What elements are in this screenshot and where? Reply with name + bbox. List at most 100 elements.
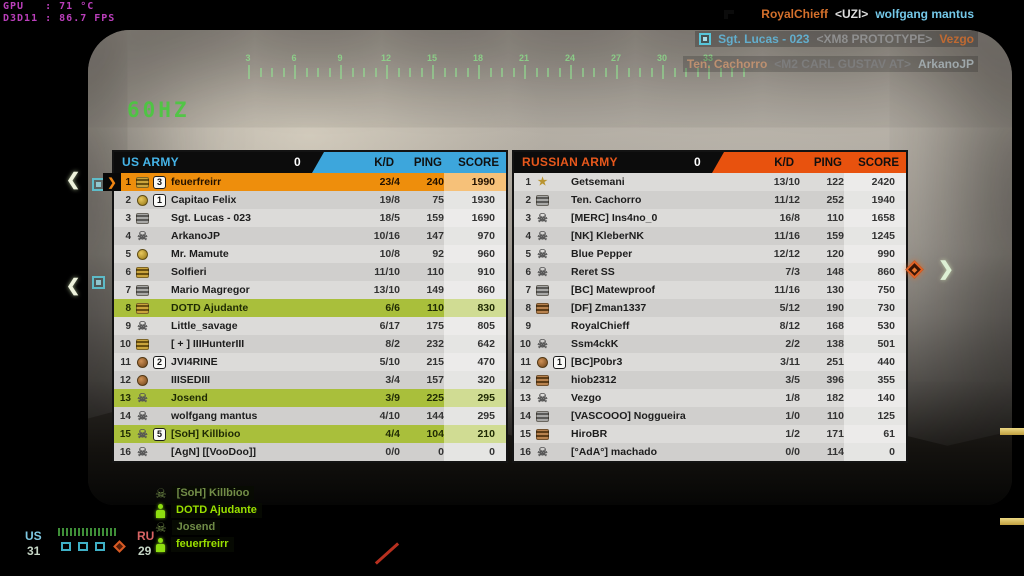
us-flag-count: 0 [294, 155, 301, 169]
player-status-icon: ☠ [534, 392, 551, 404]
player-ping: 171 [826, 428, 844, 440]
hit-indicator-slash [374, 542, 400, 565]
player-name: [DF] Zman1337 [571, 302, 647, 314]
dead-skull-icon: ☠ [537, 229, 548, 243]
player-row: 11 1 [BC]P0br3 3/11 251 440 [514, 353, 906, 371]
player-ping: 110 [427, 302, 444, 314]
squad-number-badge: 1 [551, 355, 568, 369]
dead-skull-icon: ☠ [137, 391, 148, 405]
player-status-icon: ☠ [534, 230, 551, 242]
player-row: 1 ★ Getsemani 13/10 122 2420 [514, 173, 906, 191]
player-ping: 251 [826, 356, 844, 368]
squad-number-badge: 2 [151, 355, 168, 369]
player-score: 970 [444, 227, 506, 245]
player-rank: 5 [525, 248, 531, 260]
fps-line: D3D11 : 86.7 FPS [3, 13, 116, 24]
rank-insignia-icon [136, 266, 149, 278]
compass-bearing-label: 24 [564, 53, 576, 63]
player-status-icon [134, 338, 151, 350]
compass-tick-group: 6 [291, 53, 340, 85]
player-ping: 138 [826, 338, 844, 350]
player-row: 10 ☠ Ssm4ckK 2/2 138 501 [514, 335, 906, 353]
soldier-icon [155, 503, 166, 518]
player-status-icon: ☠ [534, 212, 551, 224]
compass-tick-group: 3 [245, 53, 294, 85]
player-name: IIISEDIII [171, 374, 211, 386]
weapon-name: <M2 CARL GUSTAV AT> [774, 57, 911, 71]
player-score: 61 [844, 425, 906, 443]
flag-status-row [61, 540, 126, 553]
player-kd: 3/11 [780, 356, 800, 368]
player-score: 355 [844, 371, 906, 389]
player-kd: 18/5 [379, 212, 400, 224]
player-ping: 215 [426, 356, 444, 368]
scroll-left-chevron-icon[interactable]: ❮ [66, 170, 81, 189]
player-rank: 4 [125, 230, 131, 242]
player-rank: 12 [119, 374, 131, 386]
player-status-icon [534, 374, 551, 386]
player-ping: 144 [426, 410, 444, 422]
player-kd: 12/12 [773, 248, 800, 260]
player-name: [NK] KleberNK [571, 230, 644, 242]
scroll-left-chevron-icon[interactable]: ❮ [66, 276, 81, 295]
player-score: 530 [844, 317, 906, 335]
player-name: wolfgang mantus [171, 410, 258, 422]
compass-bearing-label: 6 [291, 53, 297, 63]
player-score: 1245 [844, 227, 906, 245]
player-name: [VASCOOO] Noggueira [571, 410, 686, 422]
player-row: 12 IIISEDIII 3/4 157 320 [114, 371, 506, 389]
player-rank: 10 [119, 338, 131, 350]
player-score: 295 [444, 389, 506, 407]
player-ping: 190 [826, 302, 844, 314]
flag-square-icon [78, 542, 88, 551]
player-status-icon [134, 302, 151, 314]
victim-name: wolfgang mantus [875, 7, 974, 21]
player-status-icon [534, 194, 551, 206]
player-kd: 10/16 [373, 230, 400, 242]
dead-skull-icon: ☠ [537, 247, 548, 261]
player-kd: 1/8 [785, 392, 800, 404]
player-score: 860 [844, 263, 906, 281]
player-status-icon [134, 176, 151, 188]
player-row: 9 RoyalChieff 8/12 168 530 [514, 317, 906, 335]
player-ping: 175 [426, 320, 444, 332]
player-row: 9 ☠ Little_savage 6/17 175 805 [114, 317, 506, 335]
player-kd: 4/10 [379, 410, 400, 422]
player-kd: 11/10 [374, 266, 400, 278]
dead-skull-icon: ☠ [137, 319, 148, 333]
compass-bearing-label: 21 [518, 53, 530, 63]
player-kd: 11/16 [774, 230, 800, 242]
scroll-right-chevron-icon[interactable]: ❯ [938, 259, 954, 280]
rank-insignia-icon [536, 410, 549, 422]
player-name: Getsemani [571, 176, 625, 188]
player-kd: 8/12 [779, 320, 800, 332]
compass-tick-group: 21 [519, 53, 570, 85]
player-rank: 8 [125, 302, 131, 314]
player-score: 960 [444, 245, 506, 263]
player-name: Blue Pepper [571, 248, 633, 260]
player-kd: 7/3 [785, 266, 800, 278]
player-kd: 19/8 [379, 194, 400, 206]
weapon-name: <XM8 PROTOTYPE> [816, 32, 933, 46]
rank-insignia-icon [136, 212, 149, 224]
player-score: 1940 [844, 191, 906, 209]
compass-bearing-label: 18 [472, 53, 484, 63]
squad-member-name: DOTD Ajudante [171, 503, 262, 518]
player-rank: 15 [519, 428, 531, 440]
player-name: Solfieri [171, 266, 207, 278]
ru-ticket-value: 29 [138, 544, 152, 558]
player-score: 730 [844, 299, 906, 317]
dead-skull-icon: ☠ [537, 391, 548, 405]
player-rank: 14 [119, 410, 131, 422]
player-name: hiob2312 [571, 374, 617, 386]
player-status-icon [134, 212, 151, 224]
player-name: [MERC] Ins4no_0 [571, 212, 658, 224]
player-status-icon [134, 266, 151, 278]
player-row: 7 [BC] Matewproof 11/16 130 750 [514, 281, 906, 299]
player-rank: 8 [525, 302, 531, 314]
player-status-icon [534, 356, 551, 368]
rank-insignia-icon [536, 374, 549, 386]
squad-number-badge: 1 [151, 193, 168, 207]
dead-skull-icon: ☠ [537, 265, 548, 279]
us-player-rows: 1 3 feuerfreirr 23/4 240 1990 2 1 Capita… [114, 173, 506, 461]
